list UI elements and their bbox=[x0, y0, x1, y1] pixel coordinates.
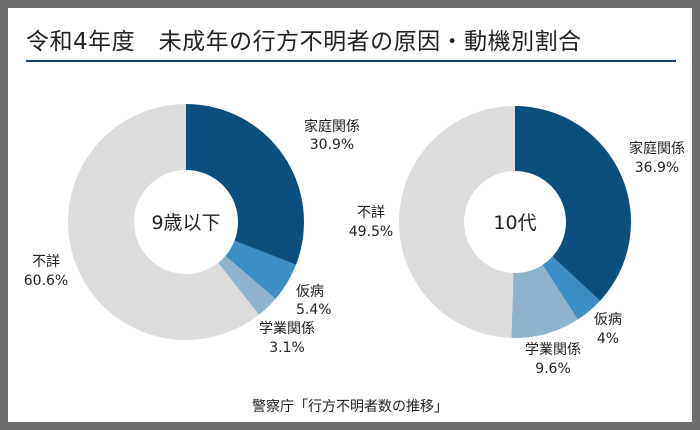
label-school-teens: 学業関係 bbox=[525, 342, 581, 358]
label-school-under-10: 学業関係 bbox=[259, 321, 315, 337]
value-school-teens: 9.6% bbox=[535, 361, 571, 377]
slice-unknown-teens bbox=[399, 106, 515, 338]
donut-slices-under-10 bbox=[68, 104, 305, 340]
center-label-teens: 10代 bbox=[493, 212, 536, 234]
value-family-teens: 36.9% bbox=[635, 160, 679, 176]
label-unknown-teens: 不詳 bbox=[357, 205, 385, 221]
source-caption: 警察庁「行方不明者数の推移」 bbox=[252, 399, 448, 415]
label-illness-under-10: 仮病 bbox=[296, 284, 324, 300]
slice-illness-under-10 bbox=[225, 240, 296, 299]
value-illness-under-10: 5.4% bbox=[296, 302, 332, 318]
center-label-under-10: 9歳以下 bbox=[151, 212, 220, 234]
value-school-under-10: 3.1% bbox=[269, 340, 305, 356]
label-unknown-under-10: 不詳 bbox=[32, 254, 60, 270]
label-family-under-10: 家庭関係 bbox=[304, 118, 360, 135]
slice-family-teens bbox=[515, 106, 631, 301]
title-underline bbox=[26, 60, 676, 62]
slice-illness-teens bbox=[542, 256, 601, 320]
donut-charts: 9歳以下 家庭関係 30.9% 仮病 5.4% 学業関係 3.1% 不詳 60.… bbox=[24, 104, 685, 377]
chart-title: 令和4年度 未成年の行方不明者の原因・動機別割合 bbox=[26, 29, 582, 55]
value-unknown-teens: 49.5% bbox=[349, 224, 393, 240]
donut-slices-teens bbox=[399, 106, 631, 338]
chart-card: 令和4年度 未成年の行方不明者の原因・動機別割合 9歳以下 家庭関係 30.9%… bbox=[8, 8, 692, 422]
slice-unknown-under-10 bbox=[68, 104, 259, 340]
slice-school-teens bbox=[511, 264, 578, 338]
value-illness-teens: 4% bbox=[597, 331, 619, 347]
donut-chart-under-10: 9歳以下 家庭関係 30.9% 仮病 5.4% 学業関係 3.1% 不詳 60.… bbox=[24, 104, 360, 356]
donut-chart-teens: 10代 家庭関係 36.9% 仮病 4% 学業関係 9.6% 不詳 49.5% bbox=[349, 106, 685, 377]
label-illness-teens: 仮病 bbox=[594, 312, 622, 328]
label-family-teens: 家庭関係 bbox=[629, 140, 685, 157]
slice-family-under-10 bbox=[186, 104, 305, 265]
value-family-under-10: 30.9% bbox=[310, 137, 354, 153]
slice-school-under-10 bbox=[218, 255, 276, 315]
value-unknown-under-10: 60.6% bbox=[24, 273, 68, 289]
